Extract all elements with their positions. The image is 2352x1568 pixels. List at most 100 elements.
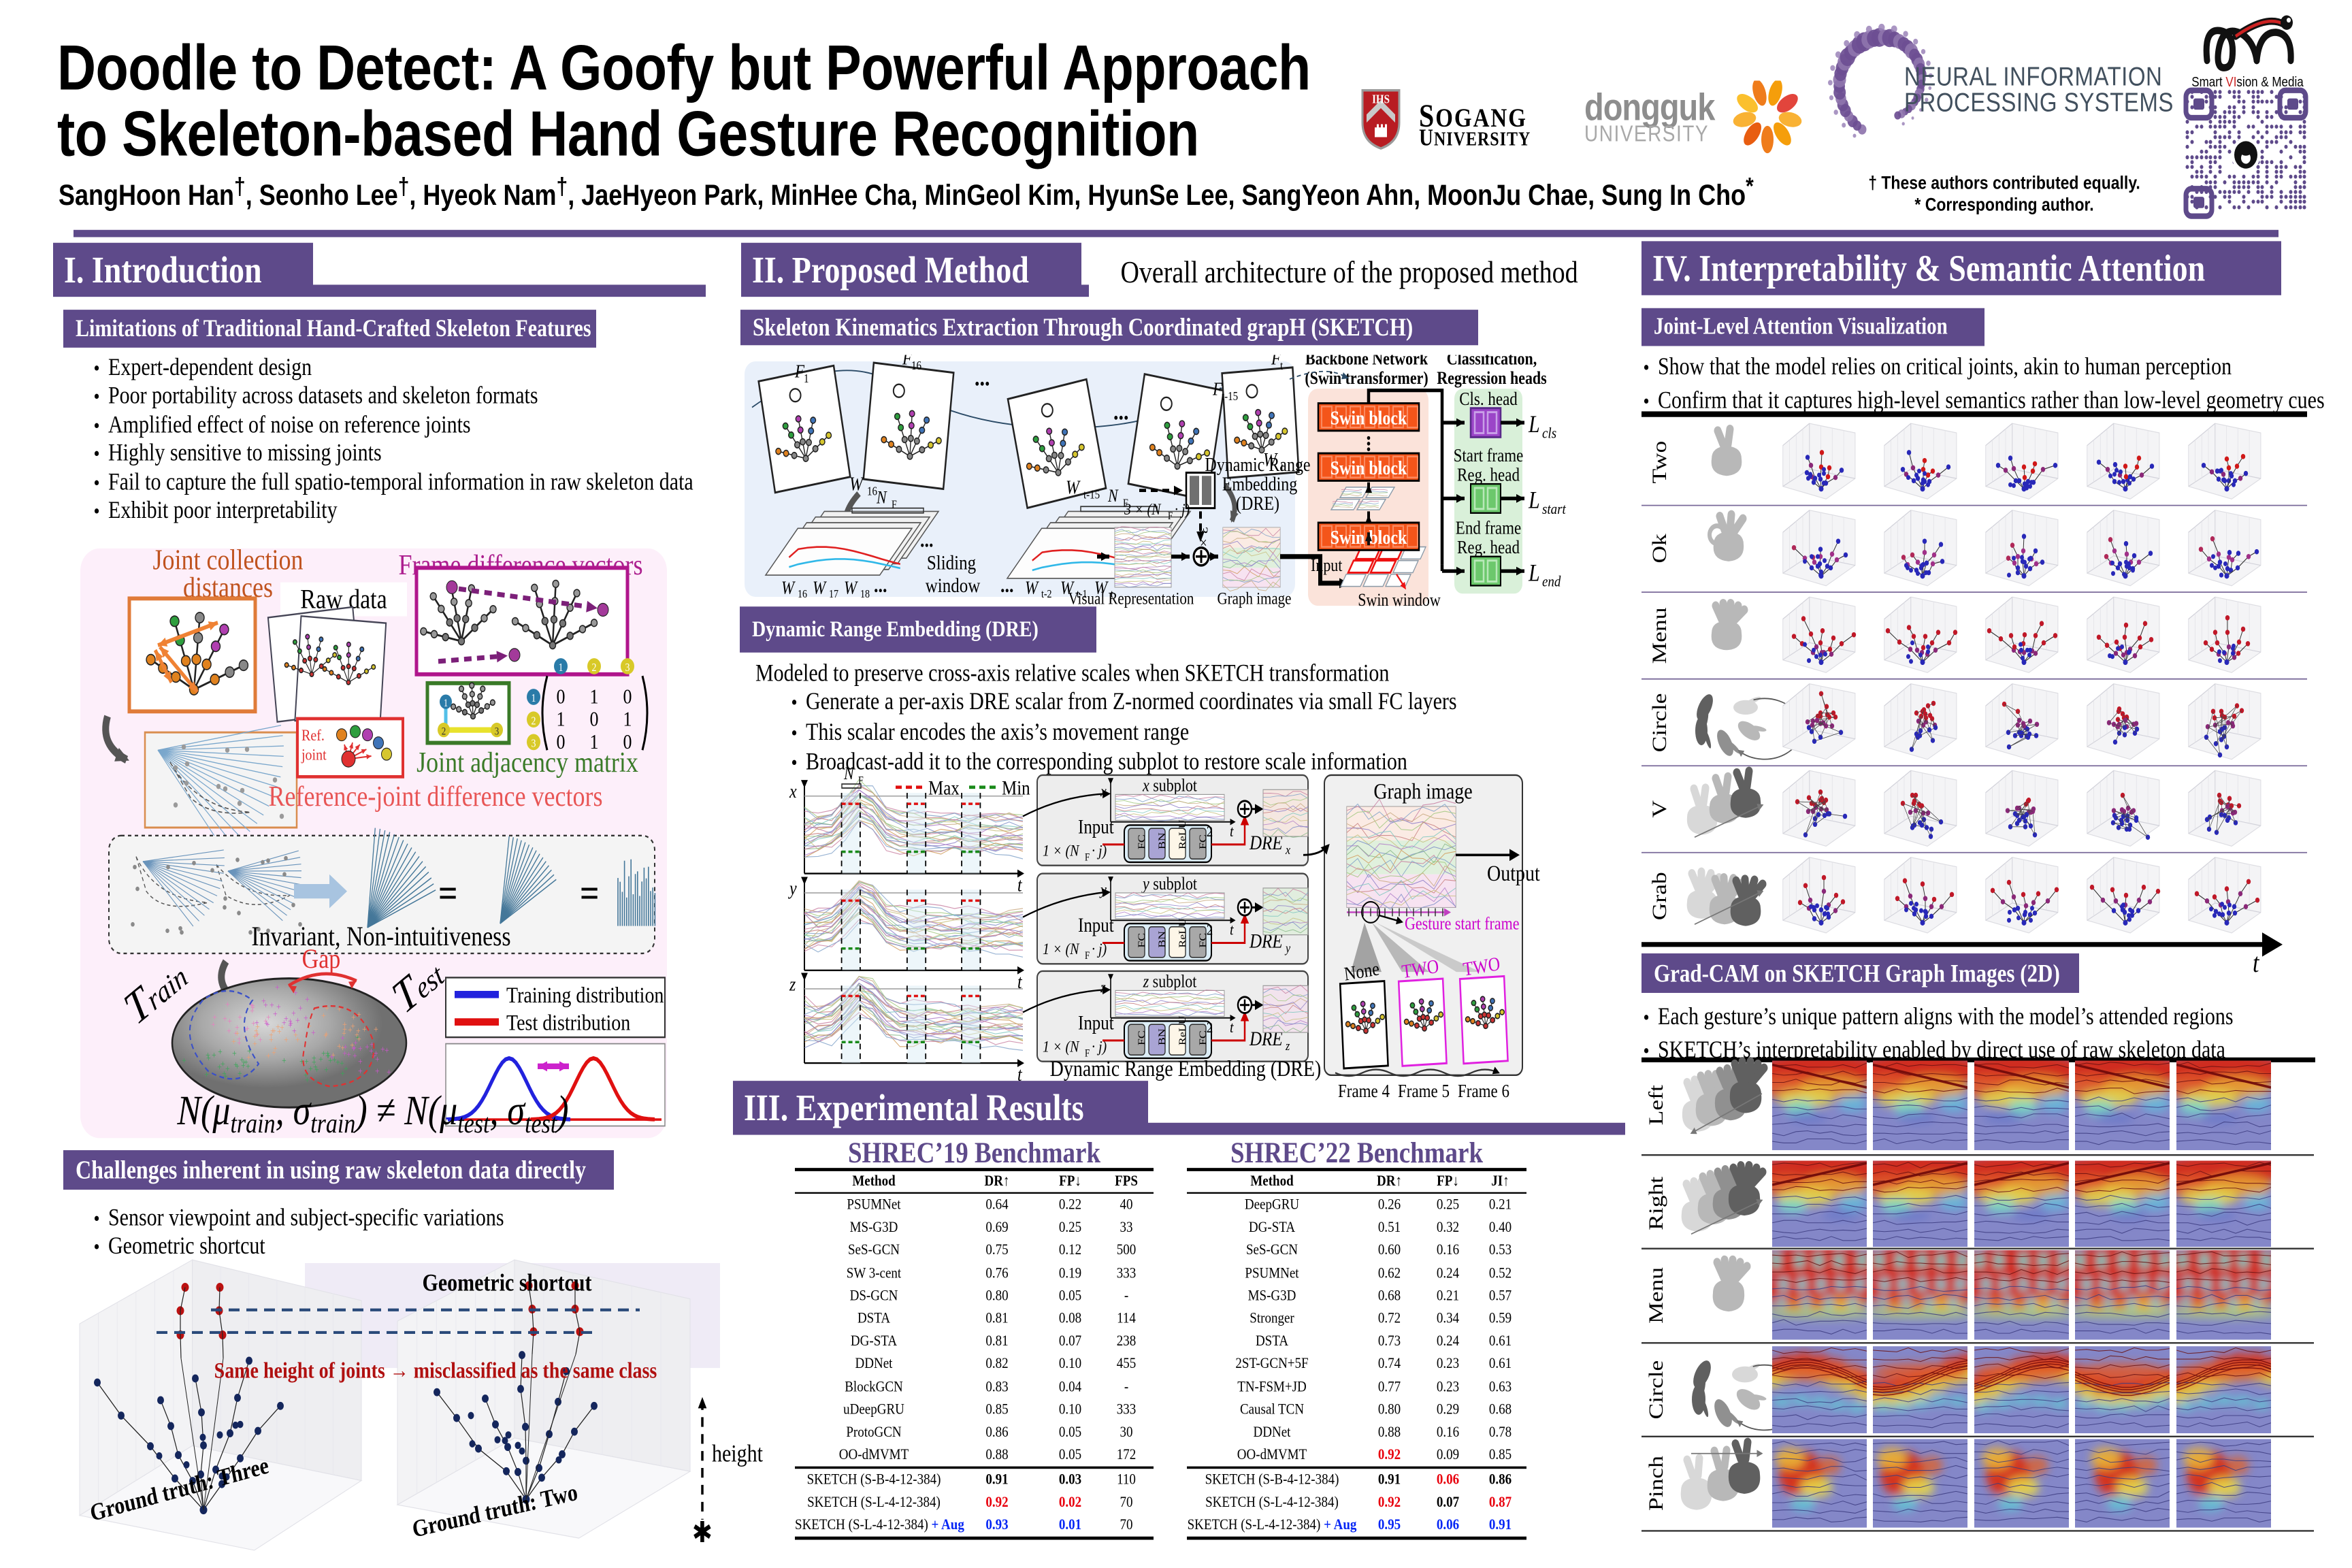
svg-text:3: 3 — [625, 662, 630, 674]
svg-text:IHS: IHS — [1372, 92, 1390, 106]
svg-text:+: + — [227, 1015, 232, 1026]
svg-text:1 × (N: 1 × (N — [1043, 1037, 1080, 1056]
svg-text:F: F — [1212, 380, 1223, 399]
svg-text:end: end — [1542, 572, 1561, 590]
svg-text:+: + — [284, 1013, 289, 1024]
svg-text:+: + — [288, 1015, 293, 1026]
svg-text:1 × (N: 1 × (N — [1043, 939, 1080, 958]
svg-text:1: 1 — [444, 698, 448, 709]
svg-text:Max: Max — [928, 777, 960, 798]
svg-text:+: + — [325, 1048, 330, 1059]
svg-text:0: 0 — [623, 686, 632, 709]
svg-text:W: W — [781, 578, 796, 598]
svg-text:Right: Right — [1645, 1177, 1667, 1230]
svg-text:+: + — [357, 1033, 361, 1044]
svg-text:start: start — [1542, 500, 1567, 517]
svg-text:+: + — [324, 1064, 329, 1075]
svg-text:+: + — [276, 1022, 280, 1032]
svg-text:t: t — [1230, 920, 1234, 938]
svg-text:Pinch: Pinch — [1645, 1456, 1667, 1511]
svg-text:+: + — [351, 1043, 356, 1054]
svg-text:Ok: Ok — [1648, 534, 1671, 564]
svg-text:+: + — [272, 1025, 276, 1036]
svg-text:+: + — [225, 1063, 230, 1074]
svg-text:W: W — [1025, 578, 1039, 598]
svg-text:+: + — [344, 1063, 348, 1074]
svg-text:+: + — [293, 987, 298, 998]
svg-text:Input: Input — [1078, 815, 1114, 837]
svg-text:+: + — [250, 1002, 255, 1013]
svg-text:+: + — [311, 1027, 316, 1038]
svg-text:+: + — [353, 1037, 358, 1048]
svg-text:Reference-joint difference vec: Reference-joint difference vectors — [268, 780, 602, 813]
svg-text:+: + — [266, 1050, 271, 1061]
svg-text:+: + — [380, 1044, 385, 1055]
svg-text:+: + — [358, 1066, 363, 1077]
svg-text:Backbone Network: Backbone Network — [1305, 355, 1428, 369]
svg-text:+: + — [313, 1062, 318, 1073]
svg-text:+: + — [282, 1055, 287, 1066]
svg-text:Frame 6: Frame 6 — [1458, 1081, 1509, 1101]
svg-text:+: + — [284, 1034, 289, 1045]
svg-text:FC: FC — [1135, 1030, 1147, 1045]
svg-text:+: + — [295, 1034, 300, 1045]
svg-text:+: + — [305, 994, 310, 1004]
svg-text:F: F — [858, 774, 864, 787]
svg-text:Training distribution: Training distribution — [506, 983, 664, 1008]
svg-text:+: + — [340, 1042, 345, 1053]
svg-text:t: t — [1017, 971, 1022, 992]
svg-text:+: + — [282, 1017, 287, 1028]
svg-text:+: + — [351, 1011, 356, 1022]
svg-text:+: + — [307, 1020, 312, 1031]
svg-text:+: + — [217, 1062, 222, 1073]
svg-text:t: t — [1111, 588, 1114, 600]
svg-text:...: ... — [874, 574, 887, 598]
svg-text:+: + — [295, 1015, 300, 1026]
svg-text:...: ... — [1000, 574, 1013, 598]
svg-text:+: + — [270, 1025, 275, 1036]
svg-text:+: + — [374, 1048, 378, 1059]
svg-text:+: + — [276, 1001, 281, 1012]
svg-text:F: F — [794, 362, 805, 382]
svg-text:F: F — [1271, 355, 1281, 369]
svg-text:x: x — [789, 781, 797, 802]
svg-text:+: + — [220, 1058, 225, 1069]
svg-text:Joint collection: Joint collection — [153, 544, 304, 576]
svg-text:+: + — [223, 1013, 227, 1024]
svg-text:+: + — [325, 1002, 329, 1013]
svg-text:0: 0 — [557, 731, 566, 754]
svg-text:+: + — [326, 1050, 331, 1061]
svg-text:Graph image: Graph image — [1218, 589, 1292, 608]
svg-text:+: + — [264, 1018, 269, 1029]
svg-text:+: + — [277, 1026, 282, 1037]
svg-text:+: + — [237, 1037, 242, 1048]
svg-text:Geometric shortcut: Geometric shortcut — [423, 1270, 592, 1296]
svg-text:FC: FC — [1135, 933, 1147, 948]
svg-text:Start frame: Start frame — [1454, 446, 1524, 466]
svg-text:+: + — [233, 1028, 238, 1039]
svg-text:F: F — [1085, 852, 1090, 864]
svg-text:+: + — [240, 1054, 244, 1065]
svg-text:Swin window: Swin window — [1358, 591, 1441, 610]
svg-text:Cls. head: Cls. head — [1459, 389, 1518, 409]
svg-text:+: + — [246, 1061, 250, 1072]
svg-text:+: + — [292, 1025, 297, 1036]
svg-text:+: + — [255, 1017, 259, 1028]
svg-text:+: + — [342, 1028, 346, 1039]
svg-text:Input: Input — [1078, 914, 1114, 936]
svg-text:FC: FC — [1196, 1030, 1208, 1045]
svg-text:+: + — [206, 1049, 210, 1060]
svg-text:+: + — [356, 1025, 361, 1036]
svg-text:...: ... — [975, 365, 990, 391]
svg-text:+: + — [299, 1056, 304, 1066]
svg-text:+: + — [235, 1022, 240, 1033]
svg-text:Gap: Gap — [302, 945, 341, 975]
svg-text:Visual Representation: Visual Representation — [1068, 589, 1194, 608]
svg-text:joint: joint — [301, 745, 327, 764]
svg-text:+: + — [238, 1068, 242, 1079]
svg-text:16: 16 — [798, 588, 807, 600]
svg-text:Ref.: Ref. — [301, 725, 325, 744]
svg-text:L: L — [1528, 560, 1540, 587]
svg-text:+: + — [323, 1030, 328, 1041]
svg-text:+: + — [247, 1045, 252, 1056]
